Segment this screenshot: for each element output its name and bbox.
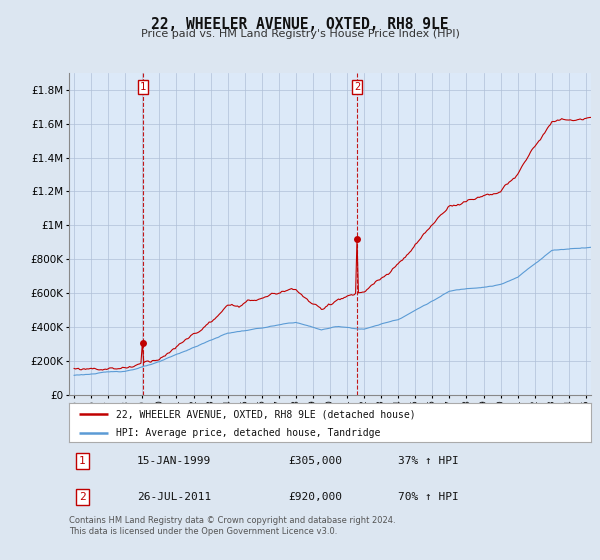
Text: 1: 1 <box>140 82 146 92</box>
Text: 1: 1 <box>79 456 85 466</box>
Text: 22, WHEELER AVENUE, OXTED, RH8 9LE: 22, WHEELER AVENUE, OXTED, RH8 9LE <box>151 17 449 32</box>
Text: Contains HM Land Registry data © Crown copyright and database right 2024.
This d: Contains HM Land Registry data © Crown c… <box>69 516 395 536</box>
Text: £920,000: £920,000 <box>288 492 342 502</box>
Text: 70% ↑ HPI: 70% ↑ HPI <box>398 492 458 502</box>
Text: 2: 2 <box>79 492 85 502</box>
Text: 15-JAN-1999: 15-JAN-1999 <box>137 456 211 466</box>
Text: Price paid vs. HM Land Registry's House Price Index (HPI): Price paid vs. HM Land Registry's House … <box>140 29 460 39</box>
Text: £305,000: £305,000 <box>288 456 342 466</box>
Text: 2: 2 <box>354 82 360 92</box>
Text: 22, WHEELER AVENUE, OXTED, RH8 9LE (detached house): 22, WHEELER AVENUE, OXTED, RH8 9LE (deta… <box>116 409 416 419</box>
Text: 26-JUL-2011: 26-JUL-2011 <box>137 492 211 502</box>
Text: HPI: Average price, detached house, Tandridge: HPI: Average price, detached house, Tand… <box>116 428 380 437</box>
Text: 37% ↑ HPI: 37% ↑ HPI <box>398 456 458 466</box>
